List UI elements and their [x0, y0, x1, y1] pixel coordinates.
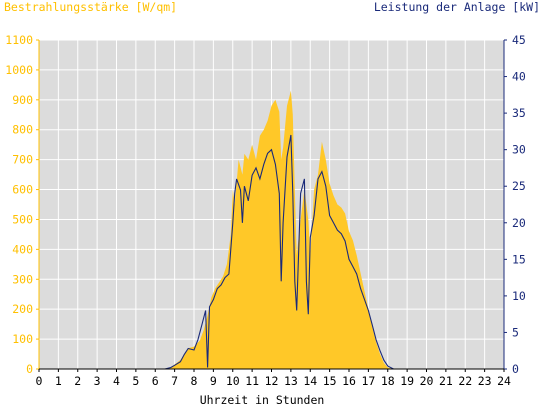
x-tick-label: 4 [113, 374, 120, 388]
x-tick-label: 24 [497, 374, 511, 388]
x-tick-label: 9 [210, 374, 217, 388]
x-tick-label: 2 [74, 374, 81, 388]
irradiance-area [39, 90, 504, 370]
x-tick-label: 12 [265, 374, 279, 388]
right-tick-label: 15 [512, 252, 526, 266]
x-tick-label: 13 [284, 374, 298, 388]
left-tick-label: 100 [12, 332, 33, 346]
x-tick-label: 15 [323, 374, 337, 388]
x-tick-label: 23 [478, 374, 492, 388]
left-tick-label: 700 [12, 153, 33, 167]
left-tick-label: 800 [12, 123, 33, 137]
left-tick-label: 500 [12, 212, 33, 226]
right-tick-label: 20 [512, 216, 526, 230]
right-tick-label: 10 [512, 289, 526, 303]
left-tick-label: 600 [12, 183, 33, 197]
x-tick-label: 5 [132, 374, 139, 388]
left-tick-label: 400 [12, 242, 33, 256]
x-tick-label: 11 [245, 374, 259, 388]
x-tick-label: 0 [36, 374, 43, 388]
right-tick-label: 30 [512, 143, 526, 157]
left-axis-ticks: 0 100 200 300 400 500 600 700 800 900 1000 1100 [5, 33, 39, 376]
power-line [39, 134, 504, 370]
right-axis-ticks: 0 5 10 15 20 25 30 35 40 45 [504, 33, 526, 376]
x-axis-ticks: 0 1 2 3 4 5 6 7 8 9 10 11 12 13 14 15 16 17 18 19 20 21 22 23 24 [36, 369, 511, 388]
right-tick-label: 5 [512, 325, 519, 339]
x-tick-label: 19 [400, 374, 414, 388]
right-tick-label: 40 [512, 70, 526, 84]
x-tick-label: 16 [342, 374, 356, 388]
x-tick-label: 14 [303, 374, 317, 388]
x-axis-title: Uhrzeit in Stunden [200, 393, 325, 407]
left-tick-label: 0 [26, 362, 33, 376]
right-tick-label: 35 [512, 106, 526, 120]
x-tick-label: 6 [152, 374, 159, 388]
x-tick-label: 10 [226, 374, 240, 388]
left-tick-label: 900 [12, 93, 33, 107]
left-tick-label: 200 [12, 302, 33, 316]
x-tick-label: 18 [381, 374, 395, 388]
x-tick-label: 7 [171, 374, 178, 388]
x-tick-label: 1 [55, 374, 62, 388]
x-tick-label: 8 [191, 374, 198, 388]
left-tick-label: 300 [12, 272, 33, 286]
x-tick-label: 22 [458, 374, 472, 388]
right-tick-label: 45 [512, 33, 526, 47]
right-axis-title: Leistung der Anlage [kW] [374, 0, 540, 14]
left-axis-title: Bestrahlungsstärke [W/qm] [4, 0, 177, 14]
x-tick-label: 21 [439, 374, 453, 388]
left-tick-label: 1100 [5, 33, 33, 47]
x-tick-label: 17 [361, 374, 375, 388]
right-tick-label: 25 [512, 179, 526, 193]
right-tick-label: 0 [512, 362, 519, 376]
x-tick-label: 3 [94, 374, 101, 388]
left-tick-label: 1000 [5, 63, 33, 77]
x-tick-label: 20 [420, 374, 434, 388]
